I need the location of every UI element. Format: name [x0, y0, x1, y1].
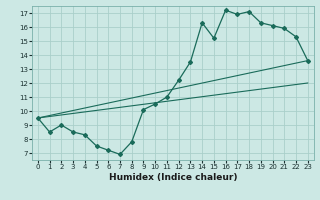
- X-axis label: Humidex (Indice chaleur): Humidex (Indice chaleur): [108, 173, 237, 182]
